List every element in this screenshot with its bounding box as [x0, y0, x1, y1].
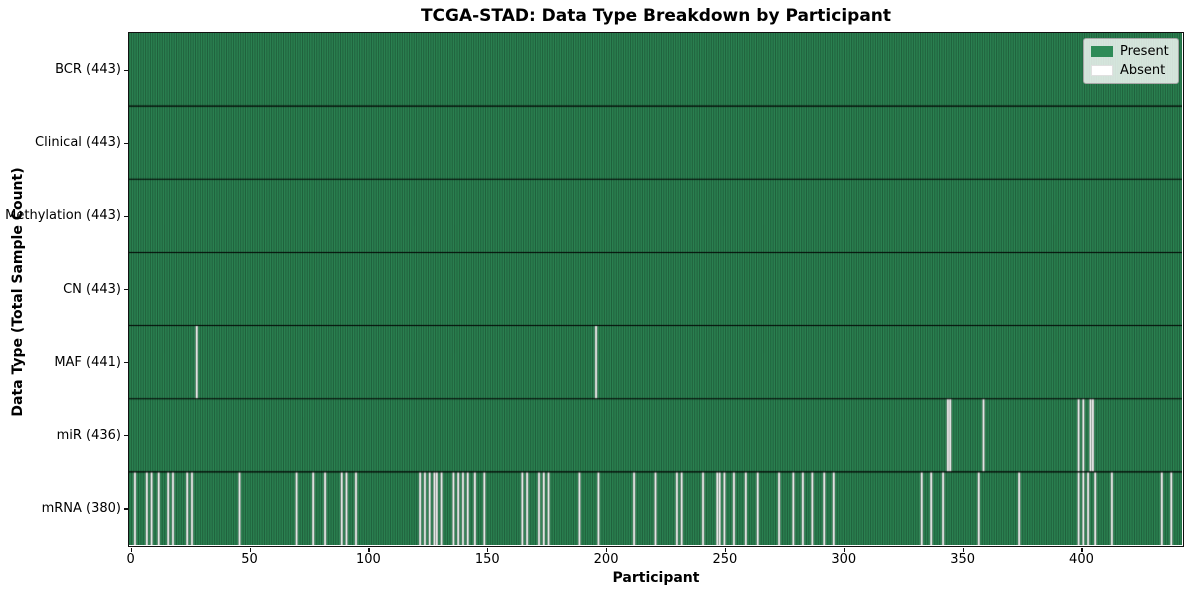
x-tick-label: 100 [355, 552, 381, 567]
legend-label-present: Present [1120, 44, 1169, 59]
x-tick-label: 250 [712, 552, 738, 567]
plot-area [128, 32, 1184, 547]
absent-swatch [1091, 65, 1113, 76]
y-tick-label: Clinical (443) [35, 135, 121, 151]
x-tick-mark [487, 547, 489, 552]
legend-item-present: Present [1091, 44, 1169, 59]
x-tick-label: 350 [950, 552, 976, 567]
y-tick-label: BCR (443) [55, 62, 121, 78]
x-tick-mark [249, 547, 251, 552]
x-tick-mark [606, 547, 608, 552]
x-tick-mark [130, 547, 132, 552]
x-tick-label: 50 [241, 552, 258, 567]
x-tick-label: 200 [593, 552, 619, 567]
x-tick-mark [724, 547, 727, 552]
x-axis-title: Participant [612, 570, 700, 586]
y-axis-title-text: Data Type (Total Sample Count) [10, 167, 26, 417]
chart-title: TCGA-STAD: Data Type Breakdown by Partic… [420, 6, 892, 26]
x-tick-mark [368, 547, 370, 552]
x-tick-label: 300 [831, 552, 857, 567]
legend-label-absent: Absent [1120, 63, 1166, 78]
x-tick-mark [962, 547, 964, 552]
x-tick-mark [1081, 547, 1083, 552]
y-tick-label: mRNA (380) [41, 500, 121, 516]
x-tick-label: 150 [474, 552, 500, 567]
y-tick-label: miR (436) [56, 427, 121, 443]
legend-item-absent: Absent [1091, 63, 1169, 78]
x-tick-label: 400 [1069, 552, 1094, 567]
x-tick-label: 0 [126, 552, 135, 567]
legend: Present Absent [1083, 38, 1179, 84]
heatmap-canvas [129, 33, 1182, 545]
x-tick-mark [843, 547, 845, 552]
present-swatch [1091, 46, 1113, 57]
